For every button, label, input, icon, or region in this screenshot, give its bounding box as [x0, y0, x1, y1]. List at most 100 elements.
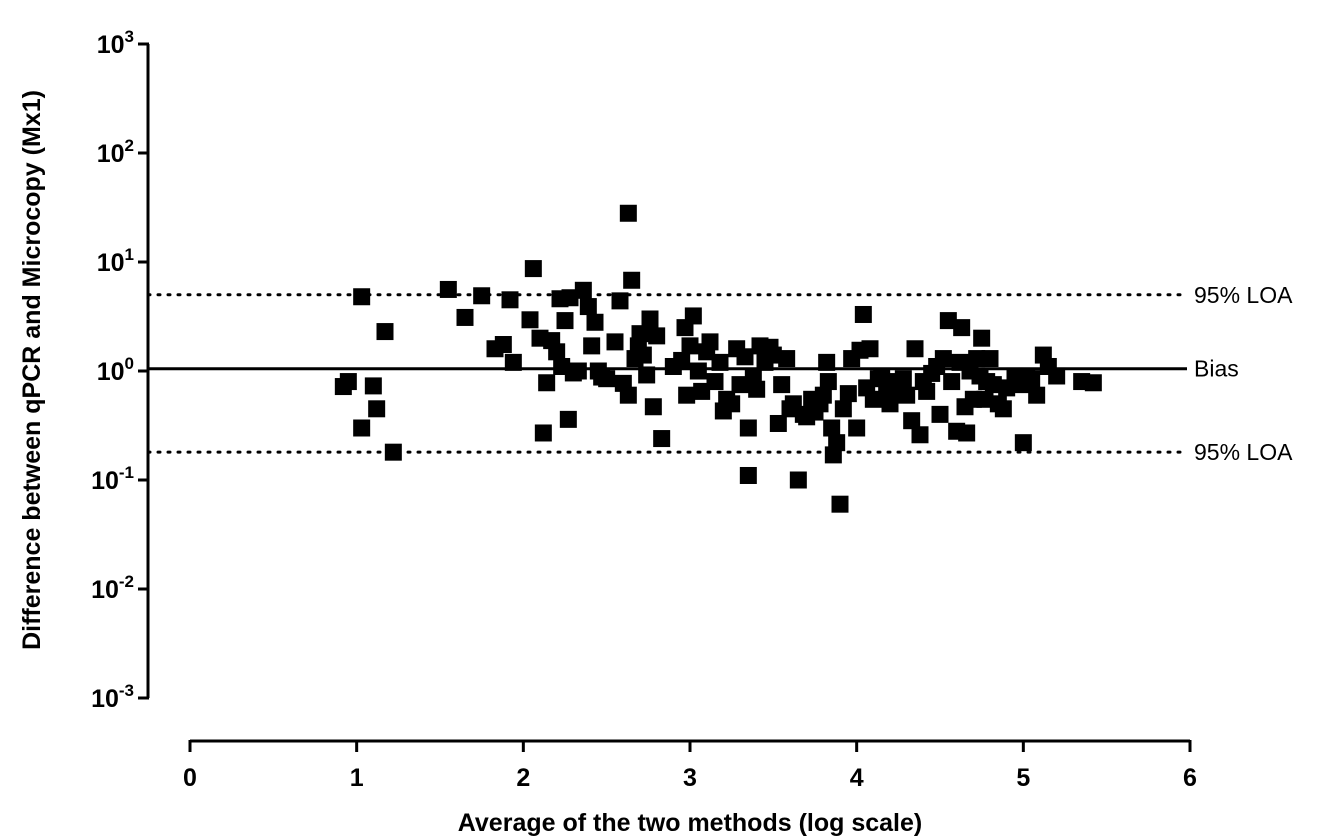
- data-point: [939, 312, 957, 330]
- data-point: [598, 370, 616, 388]
- data-point: [834, 400, 852, 418]
- y-tick-label: 100: [97, 354, 134, 386]
- x-tick-label: 4: [850, 764, 864, 792]
- data-point: [559, 410, 577, 428]
- data-point: [769, 414, 787, 432]
- data-point: [918, 382, 936, 400]
- data-point: [353, 288, 371, 306]
- data-point: [586, 313, 604, 331]
- data-point: [906, 340, 924, 358]
- y-tick-label: 10-3: [91, 681, 134, 713]
- x-tick-label: 6: [1183, 764, 1197, 792]
- loa-label: 95% LOA: [1194, 439, 1293, 465]
- data-point: [623, 271, 641, 289]
- data-point: [828, 434, 846, 452]
- data-point: [898, 386, 916, 404]
- data-point: [984, 376, 1002, 394]
- data-point: [981, 350, 999, 368]
- data-point: [934, 350, 952, 368]
- data-point: [673, 351, 691, 369]
- data-point: [1048, 367, 1066, 385]
- y-tick-label: 103: [97, 27, 134, 59]
- data-point: [1023, 370, 1041, 388]
- data-point: [521, 311, 539, 329]
- data-point: [524, 260, 542, 278]
- data-point: [814, 386, 832, 404]
- data-point: [653, 430, 671, 448]
- data-point: [701, 333, 719, 351]
- data-point: [368, 400, 386, 418]
- data-point: [583, 337, 601, 355]
- data-point: [501, 291, 519, 309]
- data-point: [339, 373, 357, 391]
- data-point: [744, 367, 762, 385]
- data-point: [773, 376, 791, 394]
- data-point: [973, 329, 991, 347]
- x-axis-ticks: 0 1 2 3 4 5 6: [183, 740, 1197, 792]
- data-point: [839, 385, 857, 403]
- data-point: [854, 305, 872, 323]
- data-point: [873, 367, 891, 385]
- data-point: [723, 395, 741, 413]
- data-point: [968, 350, 986, 368]
- data-point: [931, 405, 949, 423]
- data-point: [831, 495, 849, 513]
- data-point: [706, 373, 724, 391]
- data-point: [384, 443, 402, 461]
- x-tick-label: 0: [183, 764, 197, 792]
- data-point: [631, 325, 649, 343]
- data-point: [644, 398, 662, 416]
- data-points: [334, 204, 1102, 513]
- data-point: [534, 424, 552, 442]
- data-point: [689, 362, 707, 380]
- data-point: [641, 310, 659, 328]
- data-point: [823, 419, 841, 437]
- data-point: [994, 400, 1012, 418]
- y-axis-title: Difference between qPCR and Microcopy (M…: [18, 90, 46, 650]
- data-point: [903, 412, 921, 430]
- data-point: [439, 280, 457, 298]
- data-point: [693, 382, 711, 400]
- data-point: [504, 353, 522, 371]
- data-point: [376, 323, 394, 341]
- data-point: [1028, 386, 1046, 404]
- data-point: [943, 373, 961, 391]
- x-axis-title: Average of the two methods (log scale): [458, 809, 922, 837]
- data-point: [681, 337, 699, 355]
- data-point: [353, 419, 371, 437]
- y-tick-label: 102: [97, 136, 134, 168]
- data-point: [736, 348, 754, 366]
- data-point: [619, 204, 637, 222]
- data-point: [569, 362, 587, 380]
- data-point: [864, 390, 882, 408]
- data-point: [494, 336, 512, 354]
- data-point: [976, 390, 994, 408]
- y-tick-label: 10-2: [91, 572, 134, 604]
- data-point: [861, 340, 879, 358]
- data-point: [818, 353, 836, 371]
- x-tick-label: 5: [1016, 764, 1030, 792]
- data-point: [739, 466, 757, 484]
- data-point: [731, 376, 749, 394]
- data-point: [556, 312, 574, 330]
- data-point: [848, 419, 866, 437]
- data-point: [678, 386, 696, 404]
- data-point: [894, 370, 912, 388]
- data-point: [561, 289, 579, 307]
- data-point: [634, 346, 652, 364]
- y-tick-label: 101: [97, 245, 134, 277]
- data-point: [748, 380, 766, 398]
- data-point: [911, 426, 929, 444]
- loa-label: 95% LOA: [1194, 282, 1293, 308]
- data-point: [711, 353, 729, 371]
- data-point: [619, 386, 637, 404]
- data-point: [739, 419, 757, 437]
- data-point: [606, 333, 624, 351]
- data-point: [648, 327, 666, 345]
- data-point: [638, 366, 656, 384]
- data-point: [953, 319, 971, 337]
- data-point: [778, 350, 796, 368]
- data-point: [958, 424, 976, 442]
- data-point: [881, 395, 899, 413]
